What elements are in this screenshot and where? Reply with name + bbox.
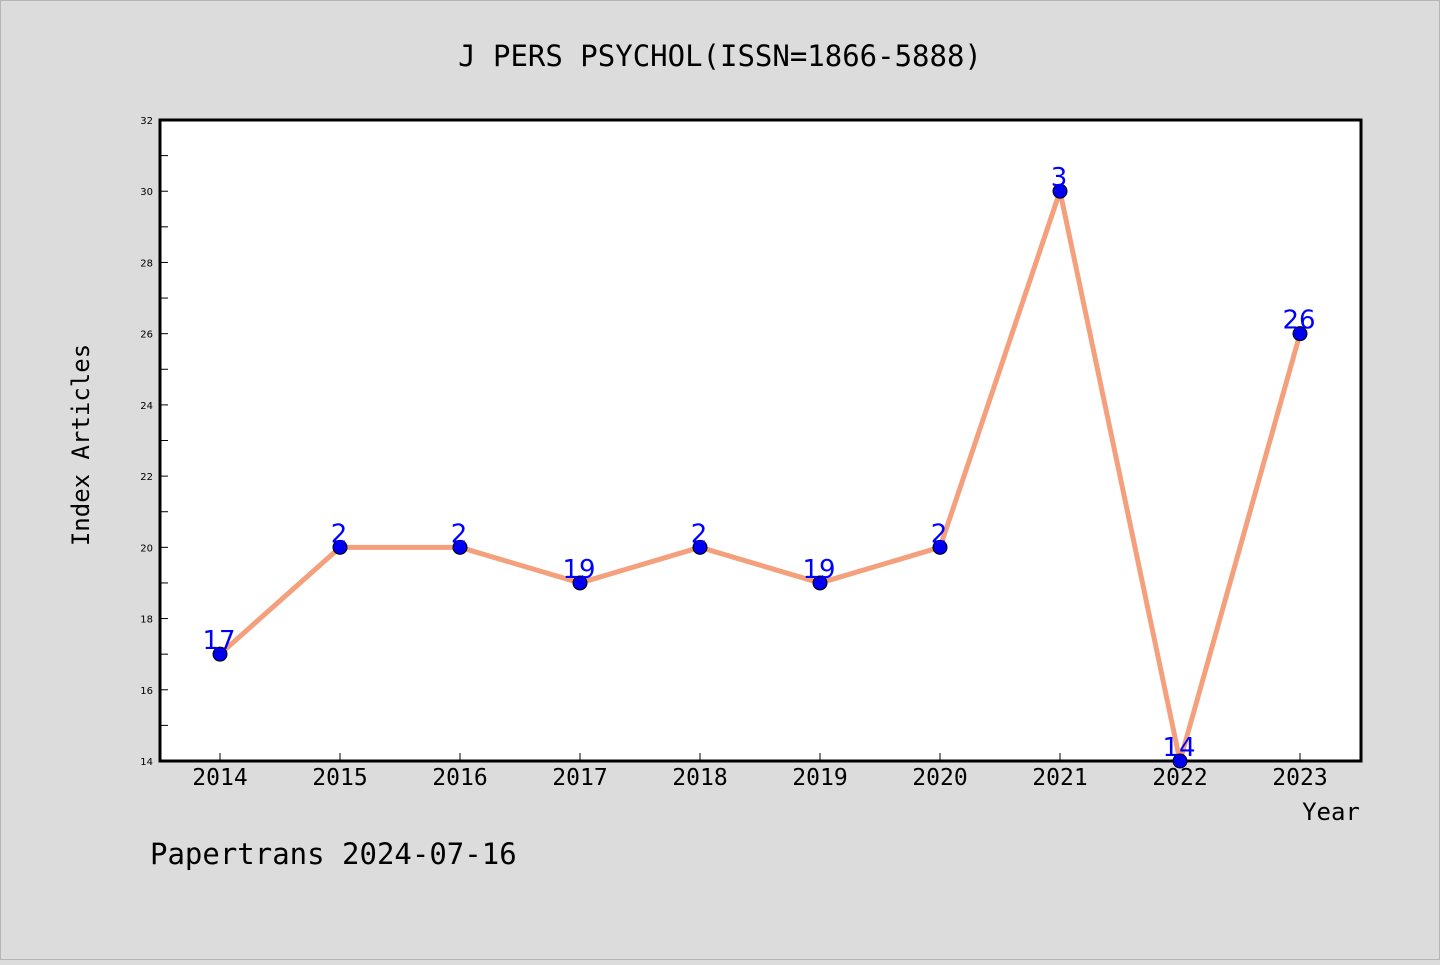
- x-tick-label: 2015: [312, 765, 367, 791]
- series-layer: 17 2 2 19 2 19 2 3 14 26: [202, 163, 1316, 769]
- y-tick-label: 16: [140, 686, 153, 697]
- series-line: [217, 188, 1303, 764]
- y-tick-label: 30: [140, 187, 153, 198]
- x-tick-label: 2017: [552, 765, 607, 791]
- data-point: [932, 539, 948, 555]
- y-tick-label: 26: [140, 330, 153, 341]
- x-tick-label: 2023: [1272, 765, 1327, 791]
- x-axis: 2014 2015 2016 2017 2018 2019 2020 2021 2022 2023: [192, 753, 1328, 791]
- data-point: [692, 539, 708, 555]
- y-tick-label: 32: [140, 116, 153, 127]
- x-axis-title: Year: [1302, 798, 1360, 826]
- data-point: [1172, 753, 1188, 769]
- data-label: 2: [931, 519, 948, 549]
- x-tick-label: 2020: [912, 765, 967, 791]
- x-tick-label: 2019: [792, 765, 847, 791]
- data-label: 14: [1162, 733, 1195, 763]
- x-tick-label: 2021: [1032, 765, 1087, 791]
- y-axis: 14 16 18 20 22 24 26 28 30 32: [140, 116, 168, 768]
- x-tick-label: 2018: [672, 765, 727, 791]
- data-point: [572, 575, 588, 591]
- data-point: [812, 575, 828, 591]
- data-point: [332, 539, 348, 555]
- data-label: 19: [562, 555, 595, 585]
- y-tick-label: 14: [140, 757, 153, 768]
- y-tick-label: 24: [140, 401, 153, 412]
- y-tick-label: 18: [140, 615, 153, 626]
- data-label: 26: [1282, 306, 1315, 336]
- data-label: 19: [802, 555, 835, 585]
- y-tick-label: 20: [140, 543, 153, 554]
- chart-title: J PERS PSYCHOL(ISSN=1866-5888): [458, 39, 982, 73]
- footer-credit: Papertrans 2024-07-16: [150, 837, 517, 871]
- data-label: 2: [331, 519, 348, 549]
- y-tick-label: 28: [140, 258, 153, 269]
- data-label: 3: [1051, 163, 1068, 193]
- data-point: [1052, 183, 1068, 199]
- x-tick-label: 2022: [1152, 765, 1207, 791]
- y-axis-title: Index Articles: [67, 344, 95, 546]
- x-tick-label: 2014: [192, 765, 247, 791]
- data-point: [1292, 326, 1308, 342]
- data-point: [212, 646, 228, 662]
- data-label: 2: [691, 519, 708, 549]
- data-label: 17: [202, 626, 235, 656]
- plot-area: [158, 118, 1363, 763]
- x-tick-label: 2016: [432, 765, 487, 791]
- y-tick-label: 22: [140, 472, 153, 483]
- data-point: [452, 539, 468, 555]
- data-label: 2: [451, 519, 468, 549]
